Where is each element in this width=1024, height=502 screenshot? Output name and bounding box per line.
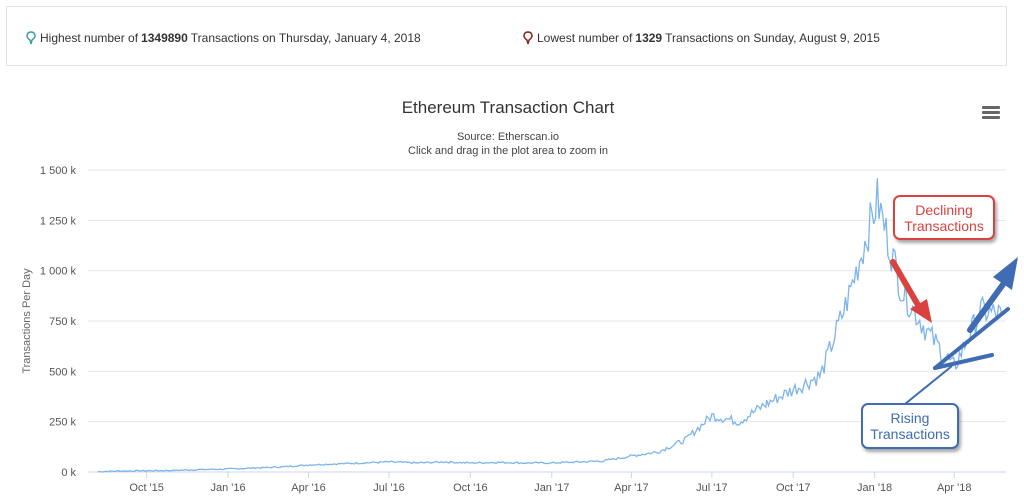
x-tick-label: Apr '16 bbox=[291, 482, 326, 494]
x-tick-label: Jan '16 bbox=[210, 482, 245, 494]
rising-callout-pointer bbox=[904, 365, 953, 405]
x-tick-label: Jan '18 bbox=[857, 482, 892, 494]
red-map-pin-icon bbox=[523, 31, 533, 45]
y-tick-label: 1 250 k bbox=[40, 215, 77, 227]
x-tick-label: Jan '17 bbox=[534, 482, 569, 494]
hamburger-menu-icon[interactable] bbox=[982, 106, 1000, 122]
lowest-suffix: Transactions on Sunday, August 9, 2015 bbox=[665, 31, 880, 45]
x-tick-label: Jul '16 bbox=[373, 482, 404, 494]
chart-zoom-hint: Click and drag in the plot area to zoom … bbox=[408, 145, 608, 157]
x-tick-label: Oct '17 bbox=[776, 482, 811, 494]
y-tick-label: 1 500 k bbox=[40, 165, 77, 177]
declining-arrow-head bbox=[910, 299, 932, 323]
x-tick-label: Jul '17 bbox=[696, 482, 727, 494]
stats-panel: Highest number of 1349890 Transactions o… bbox=[6, 6, 1007, 66]
y-tick-label: 750 k bbox=[49, 316, 76, 328]
highest-suffix: Transactions on Thursday, January 4, 201… bbox=[190, 31, 421, 45]
declining-callout: Declining Transactions bbox=[893, 195, 995, 240]
y-tick-label: 500 k bbox=[49, 366, 76, 378]
rising-arrow-head bbox=[993, 257, 1018, 290]
y-tick-label: 1 000 k bbox=[40, 266, 77, 278]
x-tick-label: Oct '16 bbox=[453, 482, 488, 494]
rising-trend-line bbox=[933, 307, 1010, 370]
rising-support-line bbox=[933, 353, 994, 370]
rising-arrow-shaft bbox=[967, 280, 1007, 333]
teal-map-pin-icon bbox=[26, 31, 36, 45]
highest-prefix: Highest number of bbox=[40, 31, 139, 45]
y-tick-label: 0 k bbox=[61, 467, 76, 479]
lowest-prefix: Lowest number of bbox=[537, 31, 633, 45]
lowest-value: 1329 bbox=[635, 31, 663, 45]
y-tick-label: 250 k bbox=[49, 417, 76, 429]
chart-title: Ethereum Transaction Chart bbox=[401, 98, 615, 117]
lowest-transactions-stat: Lowest number of 1329 Transactions on Su… bbox=[522, 31, 880, 45]
rising-callout: Rising Transactions bbox=[861, 403, 959, 449]
x-tick-label: Apr '18 bbox=[937, 482, 972, 494]
highest-transactions-stat: Highest number of 1349890 Transactions o… bbox=[25, 31, 421, 45]
chart-source: Source: Etherscan.io bbox=[456, 131, 560, 143]
y-axis-label: Transactions Per Day bbox=[21, 268, 33, 374]
series-line bbox=[97, 178, 1003, 473]
x-tick-label: Oct '15 bbox=[129, 482, 164, 494]
x-tick-label: Apr '17 bbox=[614, 482, 649, 494]
declining-arrow-shaft bbox=[890, 259, 921, 308]
highest-value: 1349890 bbox=[141, 31, 188, 45]
